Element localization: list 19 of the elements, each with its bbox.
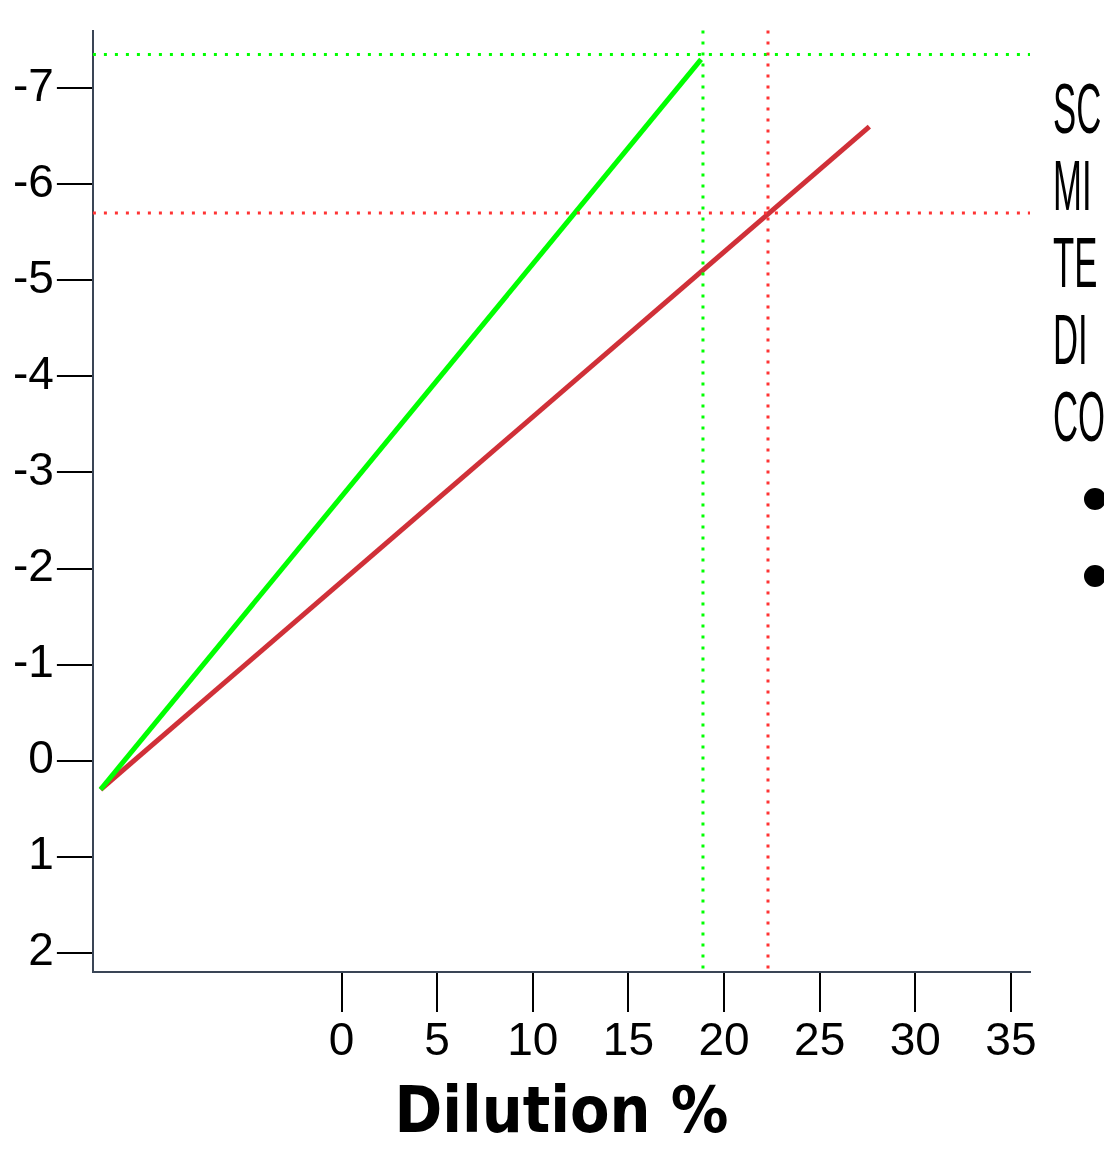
y-tick-label: 0: [28, 731, 54, 784]
y-tick-label: -1: [13, 635, 54, 688]
y-tick-label: 2: [28, 923, 54, 976]
y-tick-label: 1: [28, 827, 54, 880]
x-tick-label: 20: [698, 1013, 750, 1066]
x-tick-label: 10: [507, 1013, 559, 1066]
y-tick-label: -2: [13, 539, 54, 592]
y-tick-label: -7: [13, 58, 54, 111]
y-tick-label: -5: [13, 251, 54, 304]
y-tick-label: -3: [13, 443, 54, 496]
x-tick-label: 0: [328, 1013, 355, 1066]
x-tick-label: 15: [602, 1013, 654, 1066]
x-tick-label: 5: [424, 1013, 450, 1066]
y-tick-label: -6: [13, 154, 54, 207]
y-tick-label: -4: [13, 347, 54, 400]
x-axis-title: Dilution %: [394, 1073, 729, 1148]
x-tick-label: 25: [794, 1013, 846, 1066]
x-tick-label: 30: [889, 1013, 941, 1066]
x-tick-label: 35: [985, 1013, 1037, 1066]
